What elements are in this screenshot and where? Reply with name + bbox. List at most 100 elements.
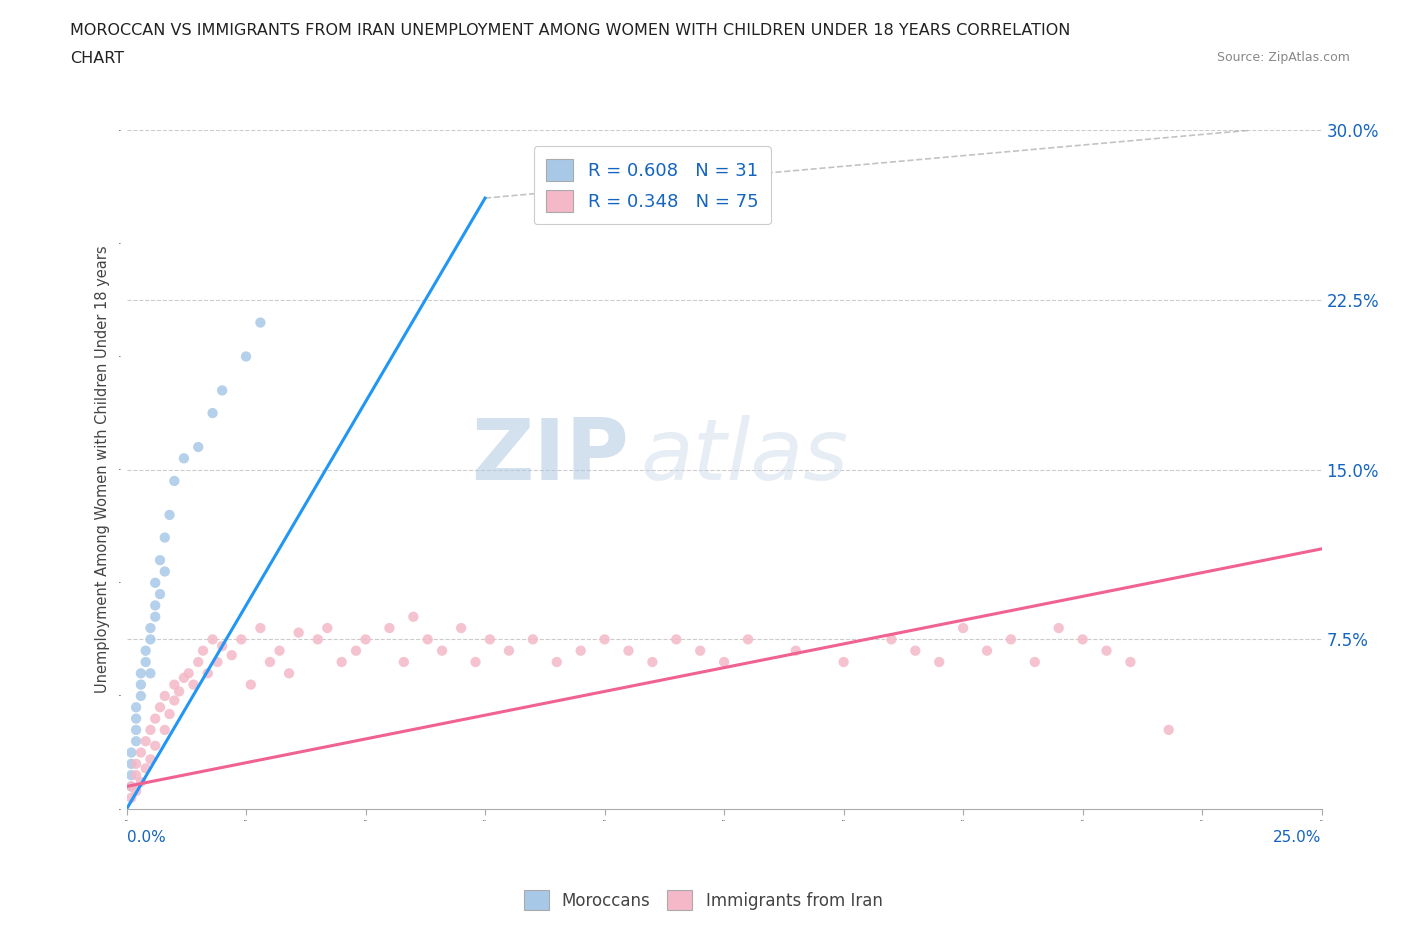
Point	[149, 587, 172, 602]
Point	[125, 723, 148, 737]
Point	[153, 564, 176, 578]
Point	[167, 684, 190, 698]
Point	[125, 784, 148, 799]
Point	[832, 655, 855, 670]
Point	[153, 688, 176, 703]
Point	[211, 383, 233, 398]
Point	[1095, 644, 1118, 658]
Text: CHART: CHART	[70, 51, 124, 66]
Point	[125, 711, 148, 726]
Point	[478, 632, 501, 647]
Text: Source: ZipAtlas.com: Source: ZipAtlas.com	[1216, 51, 1350, 64]
Point	[187, 440, 209, 455]
Point	[183, 677, 205, 692]
Point	[928, 655, 950, 670]
Point	[1000, 632, 1022, 647]
Legend: R = 0.608   N = 31, R = 0.348   N = 75: R = 0.608 N = 31, R = 0.348 N = 75	[534, 146, 770, 224]
Point	[239, 677, 262, 692]
Point	[120, 768, 142, 783]
Point	[593, 632, 616, 647]
Point	[153, 530, 176, 545]
Point	[120, 756, 142, 771]
Point	[177, 666, 200, 681]
Point	[235, 349, 257, 364]
Point	[125, 768, 148, 783]
Point	[737, 632, 759, 647]
Point	[287, 625, 309, 640]
Point	[120, 790, 142, 805]
Point	[173, 671, 195, 685]
Point	[344, 644, 367, 658]
Point	[316, 620, 339, 635]
Point	[904, 644, 927, 658]
Point	[416, 632, 439, 647]
Point	[785, 644, 807, 658]
Point	[249, 620, 271, 635]
Point	[665, 632, 688, 647]
Point	[159, 508, 181, 523]
Point	[569, 644, 592, 658]
Point	[201, 632, 224, 647]
Point	[173, 451, 195, 466]
Point	[135, 734, 157, 749]
Text: 0.0%: 0.0%	[127, 830, 166, 844]
Point	[546, 655, 568, 670]
Point	[354, 632, 377, 647]
Point	[163, 677, 186, 692]
Point	[617, 644, 640, 658]
Point	[163, 473, 186, 488]
Point	[430, 644, 453, 658]
Point	[689, 644, 711, 658]
Point	[135, 644, 157, 658]
Point	[221, 648, 243, 663]
Point	[1157, 723, 1180, 737]
Point	[1047, 620, 1070, 635]
Point	[153, 723, 176, 737]
Point	[129, 688, 152, 703]
Point	[1071, 632, 1094, 647]
Point	[135, 761, 157, 776]
Point	[129, 745, 152, 760]
Point	[1024, 655, 1046, 670]
Point	[392, 655, 415, 670]
Point	[201, 405, 224, 420]
Point	[269, 644, 291, 658]
Point	[187, 655, 209, 670]
Point	[330, 655, 353, 670]
Point	[139, 620, 162, 635]
Point	[197, 666, 219, 681]
Point	[120, 745, 142, 760]
Point	[402, 609, 425, 624]
Point	[129, 775, 152, 790]
Point	[125, 699, 148, 714]
Point	[249, 315, 271, 330]
Point	[143, 576, 166, 591]
Point	[498, 644, 520, 658]
Point	[125, 734, 148, 749]
Point	[641, 655, 664, 670]
Text: 25.0%: 25.0%	[1274, 830, 1322, 844]
Text: atlas: atlas	[640, 415, 848, 498]
Point	[952, 620, 974, 635]
Y-axis label: Unemployment Among Women with Children Under 18 years: Unemployment Among Women with Children U…	[96, 246, 110, 694]
Text: ZIP: ZIP	[471, 415, 628, 498]
Text: MOROCCAN VS IMMIGRANTS FROM IRAN UNEMPLOYMENT AMONG WOMEN WITH CHILDREN UNDER 18: MOROCCAN VS IMMIGRANTS FROM IRAN UNEMPLO…	[70, 23, 1071, 38]
Point	[307, 632, 329, 647]
Point	[120, 779, 142, 794]
Point	[1119, 655, 1142, 670]
Point	[191, 644, 214, 658]
Point	[149, 552, 172, 567]
Point	[207, 655, 229, 670]
Point	[522, 632, 544, 647]
Point	[149, 699, 172, 714]
Point	[139, 632, 162, 647]
Point	[120, 779, 142, 794]
Point	[143, 711, 166, 726]
Point	[129, 677, 152, 692]
Point	[378, 620, 401, 635]
Point	[880, 632, 903, 647]
Point	[159, 707, 181, 722]
Point	[139, 723, 162, 737]
Point	[139, 751, 162, 766]
Point	[211, 639, 233, 654]
